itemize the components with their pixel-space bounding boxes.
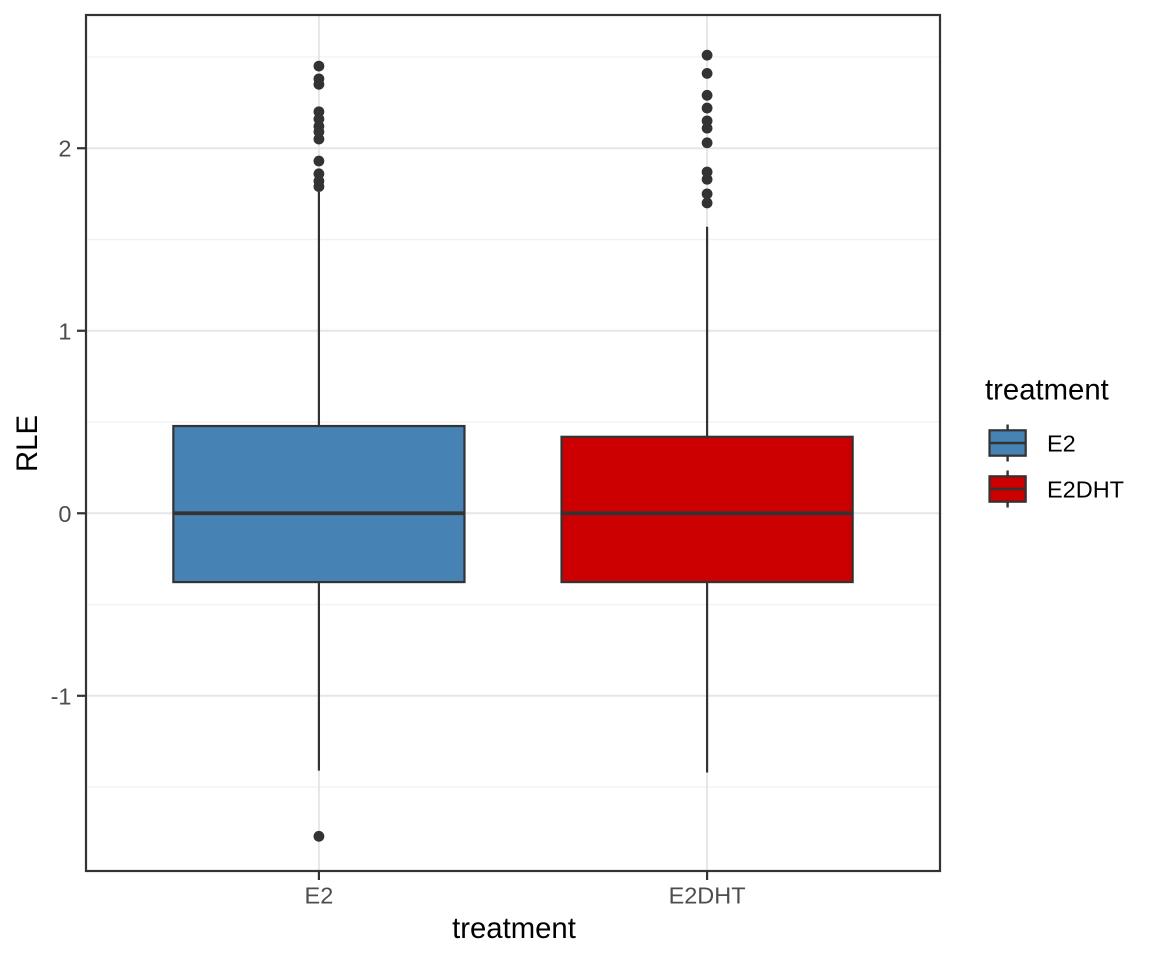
legend-item-label: E2DHT bbox=[1047, 477, 1124, 503]
outlier-point-E2 bbox=[313, 830, 325, 842]
y-axis-title: RLE bbox=[11, 415, 44, 472]
outlier-point-E2 bbox=[313, 155, 325, 167]
x-tick-label: E2DHT bbox=[669, 883, 746, 909]
legend-item-label: E2 bbox=[1047, 431, 1076, 457]
outlier-point-E2DHT bbox=[701, 102, 713, 114]
outlier-point-E2DHT bbox=[701, 68, 713, 79]
box-E2DHT bbox=[560, 435, 854, 584]
x-axis-title: treatment bbox=[452, 912, 576, 945]
legend-title: treatment bbox=[985, 374, 1109, 407]
x-tick-label: E2 bbox=[305, 883, 334, 909]
legend-item-e2: E2 bbox=[988, 424, 1076, 462]
outlier-point-E2DHT bbox=[701, 89, 713, 101]
y-tick-label: -1 bbox=[51, 683, 72, 709]
panel-border bbox=[84, 13, 942, 873]
outlier-point-E2 bbox=[313, 60, 325, 72]
outlier-point-E2 bbox=[313, 78, 325, 90]
outlier-point-E2DHT bbox=[701, 197, 713, 209]
outlier-point-E2DHT bbox=[701, 173, 713, 185]
legend: treatment E2 E2DHT bbox=[985, 374, 1124, 508]
legend-item-e2dht: E2DHT bbox=[988, 470, 1124, 508]
outlier-point-E2DHT bbox=[701, 137, 713, 149]
y-tick-label: 2 bbox=[58, 136, 71, 162]
outlier-point-E2DHT bbox=[701, 122, 713, 134]
outlier-point-E2 bbox=[313, 133, 325, 145]
y-tick-label: 1 bbox=[58, 318, 71, 344]
outlier-point-E2DHT bbox=[701, 188, 713, 200]
outlier-point-E2DHT bbox=[701, 49, 713, 61]
box-E2 bbox=[172, 424, 466, 584]
outlier-point-E2 bbox=[313, 181, 325, 192]
y-tick-label: 0 bbox=[58, 501, 71, 527]
